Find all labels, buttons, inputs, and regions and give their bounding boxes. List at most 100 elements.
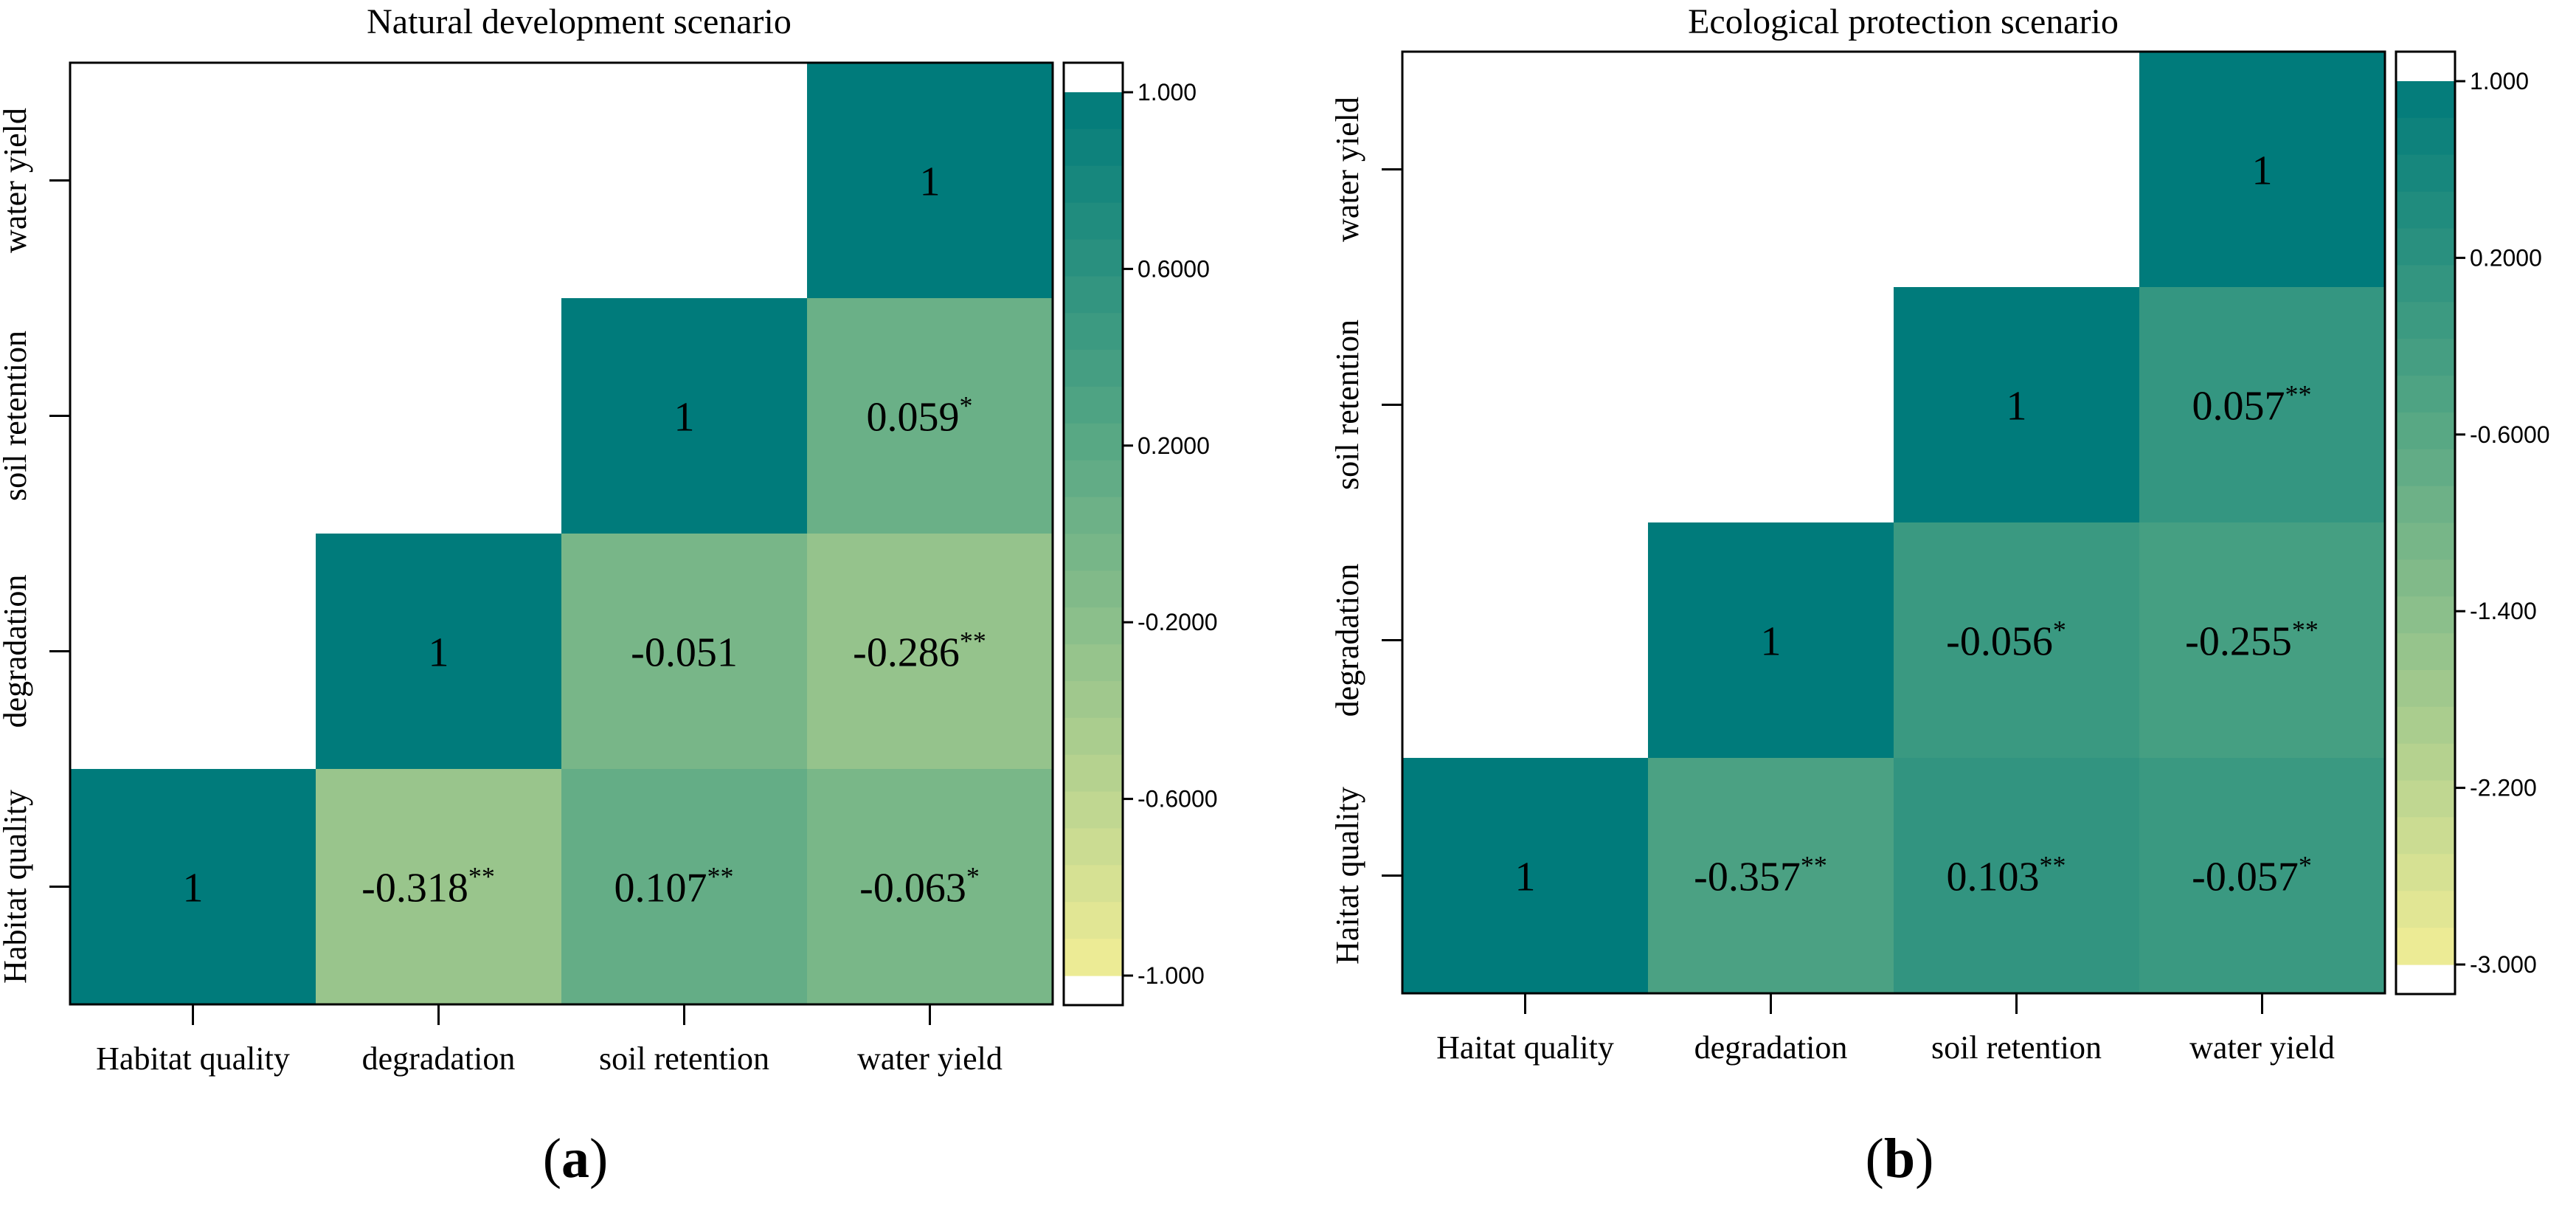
colorbar-step (2396, 486, 2455, 524)
colorbar-step (1064, 202, 1123, 241)
colorbar-step (2396, 928, 2455, 965)
colorbar-step (2396, 854, 2455, 891)
cell-value-label: -0.057* (2192, 851, 2312, 900)
colorbar-tick-label: -1.000 (1138, 962, 1205, 989)
colorbar-frame (1062, 61, 1124, 1007)
colorbar-step (1064, 754, 1123, 793)
colorbar-step (1064, 607, 1123, 645)
cell-value-label: 1 (429, 630, 449, 676)
y-tick-label: degradation (1329, 564, 1365, 717)
colorbar-step (1064, 828, 1123, 866)
colorbar-step (2396, 376, 2455, 413)
cell-value-label: 0.103** (1947, 851, 2066, 900)
colorbar-tick-label: 0.2000 (2470, 244, 2542, 271)
x-tick-label: soil retention (599, 1041, 769, 1077)
significance-mark: ** (2292, 615, 2319, 645)
cell-value-label: -0.056* (1946, 615, 2066, 665)
significance-mark: ** (707, 862, 734, 891)
heatmap-cell (807, 63, 1053, 298)
heatmap-cell (807, 769, 1053, 1004)
heatmap-cell (2139, 52, 2385, 287)
significance-mark: ** (960, 627, 986, 656)
significance-mark: ** (2040, 851, 2066, 880)
plot-frame (69, 61, 1054, 1006)
y-tick-label: Habitat quality (0, 790, 33, 984)
heatmap-cell (1648, 758, 1894, 993)
colorbar-step (1064, 644, 1123, 682)
colorbar-step (1064, 570, 1123, 608)
colorbar-step (1064, 313, 1123, 351)
colorbar-step (2396, 81, 2455, 119)
colorbar-step (1064, 534, 1123, 571)
colorbar-tick-label: -0.6000 (1138, 786, 1218, 812)
cell-value-label: 1 (674, 395, 695, 441)
colorbar-tick-label: -2.200 (2470, 775, 2537, 801)
colorbar-step (1064, 902, 1123, 939)
colorbar-step (2396, 559, 2455, 597)
colorbar-tick-label: 0.6000 (1138, 255, 1210, 282)
x-tick-label: degradation (362, 1041, 516, 1077)
colorbar-step (2396, 891, 2455, 928)
colorbar-step (1064, 165, 1123, 204)
colorbar-step (2396, 522, 2455, 560)
colorbar-tick-label: 0.2000 (1138, 432, 1210, 459)
colorbar-step (2396, 154, 2455, 193)
colorbar-tick-label: -0.6000 (2470, 421, 2550, 448)
x-tick-label: water yield (2189, 1029, 2335, 1066)
colorbar-step (2396, 817, 2455, 855)
cell-value-label: -0.051 (631, 630, 738, 676)
colorbar-step (1064, 350, 1123, 387)
colorbar-step (1064, 460, 1123, 498)
heatmap-cell (1648, 522, 1894, 758)
plot-frame (1401, 50, 2386, 995)
colorbar-step (2396, 117, 2455, 156)
colorbar-step (2396, 780, 2455, 818)
x-tick-label: water yield (857, 1041, 1003, 1077)
colorbar-step (2396, 633, 2455, 671)
panel-label: (b) (1866, 1128, 1934, 1190)
x-tick-label: degradation (1694, 1029, 1848, 1066)
colorbar-step (2396, 191, 2455, 230)
cell-value-label: 1 (183, 866, 204, 911)
significance-mark: ** (1801, 851, 1827, 880)
colorbar-step (1064, 791, 1123, 829)
significance-mark: * (2053, 615, 2066, 645)
heatmap-cell (2139, 287, 2385, 522)
heatmap-cell (1894, 522, 2139, 758)
significance-mark: ** (2285, 380, 2312, 410)
significance-mark: * (960, 391, 973, 421)
y-tick-label: Haitat quality (1329, 787, 1365, 965)
significance-mark: * (2299, 851, 2312, 880)
heatmap-cell (1894, 287, 2139, 522)
colorbar-tick-label: -0.2000 (1138, 609, 1218, 635)
colorbar-step (1064, 497, 1123, 535)
colorbar-step (1064, 276, 1123, 314)
colorbar-tick-label: -1.400 (2470, 598, 2537, 624)
colorbar-step (2396, 412, 2455, 450)
panel-letter: a (561, 1128, 589, 1190)
y-tick-label: soil retention (0, 331, 33, 501)
heatmap-cell (2139, 522, 2385, 758)
heatmap-cell (561, 298, 807, 534)
cell-value-label: 1 (2252, 148, 2273, 194)
colorbar-step (1064, 423, 1123, 461)
heatmap-cell (807, 298, 1053, 534)
cell-value-label: 1 (920, 159, 941, 205)
colorbar-step (1064, 717, 1123, 756)
heatmap-cell (561, 769, 807, 1004)
cell-value-label: 0.059* (867, 391, 973, 441)
chart-title: Natural development scenario (367, 2, 792, 41)
colorbar-step (1064, 939, 1123, 976)
colorbar-step (1064, 239, 1123, 277)
cell-value-label: 1 (1761, 619, 1782, 665)
heatmap-cell (1894, 758, 2139, 993)
colorbar-tick-label: -3.000 (2470, 951, 2537, 978)
y-tick-label: degradation (0, 575, 33, 728)
significance-mark: * (966, 862, 980, 891)
y-tick-label: water yield (0, 108, 33, 253)
colorbar-step (1064, 387, 1123, 424)
significance-mark: ** (468, 862, 495, 891)
